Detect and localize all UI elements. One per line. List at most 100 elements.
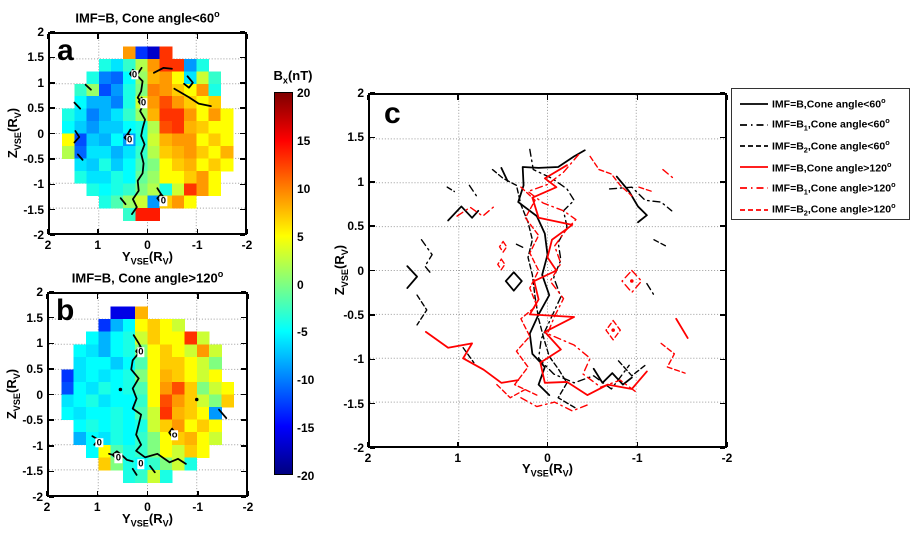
contour-line — [152, 66, 173, 74]
tick-mark — [196, 229, 198, 234]
panel-a-letter: a — [57, 34, 74, 67]
heatmap-cell — [159, 369, 173, 383]
tick-mark — [546, 442, 549, 447]
contour-line — [615, 175, 648, 224]
heatmap-cell — [85, 331, 99, 345]
heatmap-cell — [221, 381, 235, 395]
heatmap-cell — [98, 183, 112, 197]
tick-mark — [50, 31, 55, 33]
contour-line — [420, 239, 433, 276]
tick-mark — [240, 208, 245, 211]
legend: IMF=B,Cone angle<60o IMF=B1,Cone angle<60… — [731, 88, 910, 220]
tick-mark — [146, 491, 149, 496]
heatmap-cell — [209, 356, 222, 370]
heatmap-cell — [171, 195, 185, 209]
heatmap-cell — [147, 158, 161, 172]
tick-mark — [241, 368, 246, 370]
contour-label: 0 — [137, 346, 145, 358]
panel-a-title: IMF=B, Cone angle<60o — [75, 9, 220, 26]
heatmap-cell — [74, 108, 88, 122]
tick-mark — [49, 496, 54, 498]
colorbar-tick-label: 10 — [297, 181, 311, 196]
heatmap-cell — [110, 121, 124, 134]
heatmap-cell — [62, 121, 75, 134]
heatmap-cell — [159, 469, 173, 483]
heatmap-cell — [184, 394, 198, 408]
tick-mark — [50, 208, 55, 211]
heatmap-cell — [196, 344, 210, 358]
contour-line — [515, 243, 527, 250]
y-tick-label: -2 — [353, 441, 364, 455]
heatmap-cell — [196, 369, 210, 383]
heatmap-cell — [110, 83, 124, 97]
legend-label: IMF=B2,Cone angle<60o — [772, 137, 890, 155]
heatmap-cell — [208, 133, 222, 147]
heatmap-cell — [171, 71, 185, 85]
heatmap-cell — [73, 394, 87, 408]
heatmap-cell — [86, 170, 100, 184]
heatmap-cell — [74, 133, 88, 147]
heatmap-cell — [98, 133, 112, 147]
heatmap-a — [62, 46, 234, 222]
contour-line — [646, 282, 655, 296]
x-tick-label: -2 — [241, 238, 253, 252]
heatmap-cell — [172, 344, 185, 358]
heatmap-cell — [159, 121, 173, 134]
contour-line — [456, 205, 495, 217]
y-tick-label: -0.5 — [22, 413, 43, 428]
tick-mark — [240, 31, 245, 33]
heatmap-cell — [73, 356, 87, 370]
heatmap-cell — [110, 133, 124, 147]
heatmap-cell — [110, 108, 124, 122]
contour-line — [638, 186, 653, 193]
contour-label: 0 — [95, 436, 103, 448]
heatmap-cell — [184, 71, 197, 85]
heatmap-cell — [98, 419, 112, 433]
heatmap-cell — [98, 394, 112, 408]
heatmap-cell — [86, 96, 100, 110]
heatmap-cell — [196, 58, 209, 72]
heatmap-cell — [196, 444, 210, 458]
contour-line — [447, 205, 480, 222]
heatmap-cell — [61, 381, 75, 395]
heatmap-cell — [62, 145, 75, 159]
x-tick-label: -1 — [191, 238, 203, 252]
contour-line — [131, 467, 138, 476]
tick-mark — [50, 56, 55, 59]
tick-mark — [50, 234, 55, 236]
y-tick-label: -2 — [33, 228, 44, 242]
contour-line — [527, 153, 639, 395]
tick-mark — [370, 358, 375, 360]
heatmap-cell — [172, 419, 185, 433]
heatmap-cell — [73, 344, 87, 358]
y-tick-label: 0 — [37, 126, 44, 141]
contour-line — [592, 367, 633, 386]
contour-line — [517, 149, 586, 396]
legend-line-solid-icon — [740, 102, 768, 105]
heatmap-cell — [147, 121, 161, 134]
legend-entry: IMF=B2,Cone angle>120o — [732, 199, 909, 220]
x-tick-label: 0 — [544, 451, 551, 465]
contour-point — [118, 387, 123, 392]
heatmap-cell — [196, 145, 209, 159]
colorbar-label: Bx(nT) — [273, 68, 313, 86]
heatmap-cell — [159, 407, 173, 421]
heatmap-cell — [171, 170, 185, 184]
heatmap-cell — [159, 108, 173, 122]
heatmap-cell — [159, 319, 173, 333]
heatmap-cell — [135, 356, 148, 370]
heatmap-cell — [209, 381, 222, 395]
tick-mark — [49, 291, 54, 293]
heatmap-cell — [147, 394, 161, 408]
heatmap-cell — [85, 444, 99, 458]
x-tick-label: 1 — [454, 451, 462, 465]
heatmap-cell — [196, 71, 209, 85]
legend-line-dashdot-icon — [740, 123, 768, 126]
heatmap-cell — [147, 419, 161, 433]
heatmap-cell — [159, 419, 173, 433]
contour-line — [76, 153, 84, 161]
tick-mark — [49, 316, 54, 319]
y-tick-label: -1 — [32, 438, 43, 453]
heatmap-cell — [147, 432, 161, 446]
heatmap-cell — [184, 444, 198, 458]
